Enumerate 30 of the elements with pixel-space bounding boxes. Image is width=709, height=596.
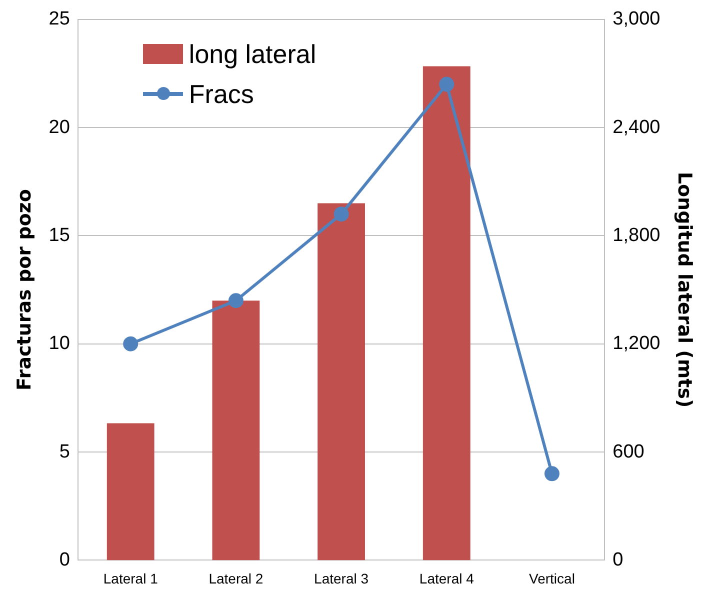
x-tick-label: Lateral 2	[208, 570, 264, 586]
y2-tick-label: 2,400	[612, 116, 660, 138]
point	[123, 336, 138, 352]
x-tick-label: Vertical	[529, 570, 575, 586]
x-tick-label: Lateral 4	[419, 570, 474, 586]
bar	[212, 300, 260, 560]
y-tick-label: 15	[48, 224, 70, 246]
y-axis-title: Fracturas por pozo	[13, 189, 36, 390]
bar	[318, 203, 365, 560]
point	[334, 206, 349, 222]
point	[228, 293, 244, 308]
x-tick-label: Lateral 1	[103, 570, 158, 586]
y-tick-label: 25	[48, 8, 70, 30]
y2-tick-label: 600	[612, 441, 644, 462]
point	[439, 76, 454, 92]
bar	[106, 423, 154, 560]
y-tick-label: 0	[59, 549, 70, 570]
y2-tick-label: 1,200	[612, 333, 660, 354]
y2-axis-title: Longitud lateral (mts)	[674, 172, 696, 408]
y-tick-label: 5	[59, 441, 70, 462]
x-tick-label: Lateral 3	[314, 570, 369, 586]
y-tick-label: 20	[48, 116, 70, 138]
legend-label: long lateral	[188, 38, 316, 70]
bar	[422, 66, 470, 560]
legend-label: Fracs	[188, 78, 254, 110]
y2-tick-label: 0	[612, 549, 624, 570]
y-tick-label: 10	[48, 333, 70, 354]
y2-tick-label: 3,000	[612, 8, 660, 30]
y2-tick-label: 1,800	[612, 224, 660, 246]
point	[544, 466, 560, 482]
